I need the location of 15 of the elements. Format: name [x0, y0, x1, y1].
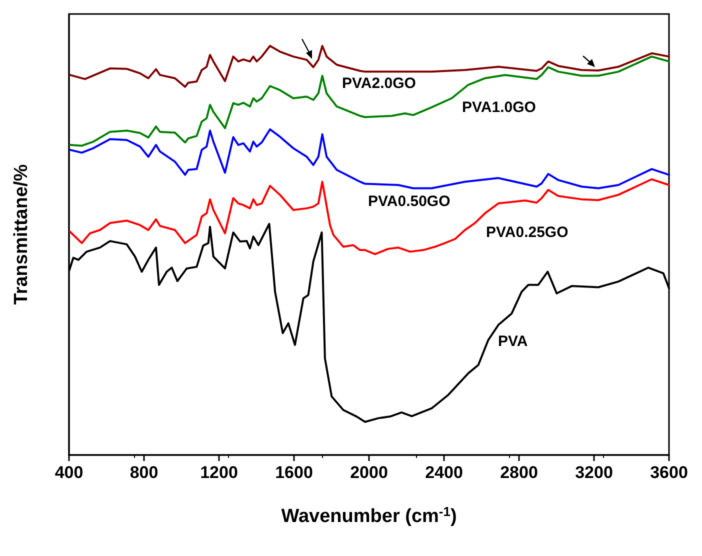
series-label: PVA1.0GO: [462, 99, 536, 116]
series-label: PVA0.25GO: [486, 224, 569, 241]
y-axis-title: Transmittane/%: [11, 164, 32, 305]
x-tick-label: 2000: [350, 463, 388, 482]
x-tick-label: 800: [130, 463, 158, 482]
series-label: PVA2.0GO: [342, 75, 416, 92]
series-label: PVA0.50GO: [368, 193, 451, 210]
x-tick-label: 1200: [200, 463, 238, 482]
series-label: PVA: [498, 333, 528, 350]
x-tick-label: 400: [54, 463, 84, 482]
x-tick-label: 2800: [500, 463, 538, 482]
x-tick-label: 3600: [650, 463, 688, 482]
x-tick-label: 1600: [275, 463, 313, 482]
x-tick-label: 3200: [575, 463, 613, 482]
x-tick-label: 2400: [425, 463, 463, 482]
